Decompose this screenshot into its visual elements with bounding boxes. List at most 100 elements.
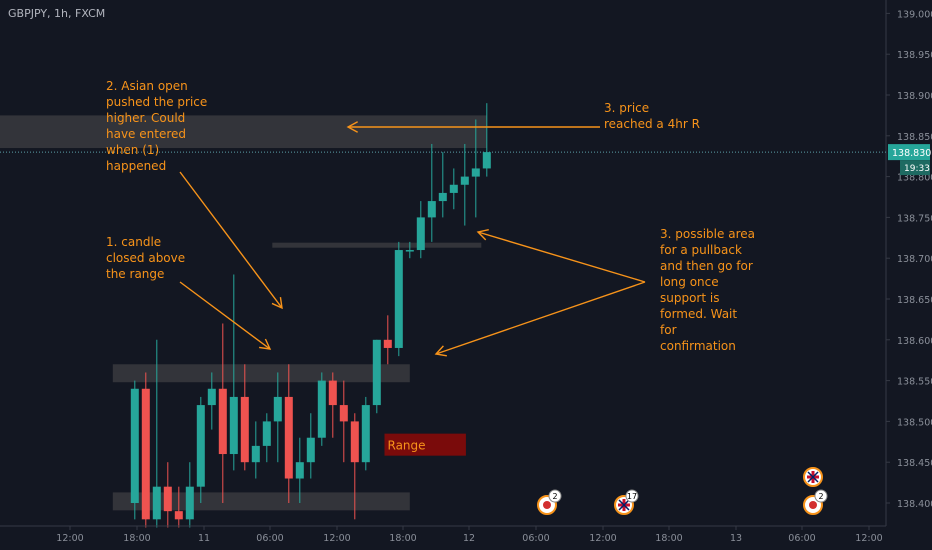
y-tick-label: 138.600 [897, 336, 932, 347]
range-box [384, 433, 466, 456]
note-2-line: higher. Could [106, 111, 185, 125]
x-tick-label: 12:00 [56, 533, 83, 544]
arrow-note-3a-head [346, 121, 358, 133]
arrow-note-1-head [259, 338, 272, 350]
annotation-arrows [179, 121, 646, 357]
note-1-line: the range [106, 267, 164, 281]
y-tick-label: 138.500 [897, 417, 932, 428]
y-tick-label: 138.900 [897, 91, 932, 102]
red-dot [809, 501, 817, 509]
candle-body [141, 388, 150, 520]
candle-body [207, 388, 216, 406]
note-3b-line: long once [660, 275, 719, 289]
range-label: Range [388, 439, 426, 453]
note-2-line: have entered [106, 127, 186, 141]
note-3b-line: confirmation [660, 339, 736, 353]
x-tick-label: 12:00 [855, 533, 882, 544]
event-badge-count: 2 [818, 492, 823, 501]
event-badge [625, 489, 639, 503]
y-tick-label: 138.950 [897, 50, 932, 61]
x-axis: 12:00 18:00 11 06:00 12:00 18:00 12 06:00 12:00 1… [0, 525, 886, 544]
zone-4hr-resistance [0, 115, 487, 149]
last-price-badge [888, 144, 930, 161]
y-tick-label: 138.700 [897, 254, 932, 265]
candle-body [339, 405, 348, 422]
candle-layer [130, 103, 491, 528]
arrow-note-2-head [271, 297, 283, 310]
note-3b-line: support is [660, 291, 719, 305]
y-tick-label: 138.750 [897, 213, 932, 224]
candle-body [262, 421, 271, 446]
note-3b-line: for [660, 323, 677, 337]
y-tick-label: 138.450 [897, 458, 932, 469]
x-tick-label: 12:00 [323, 533, 350, 544]
candle-body [273, 396, 282, 422]
x-tick-label: 11 [198, 533, 210, 544]
note-2-line: when (1) [106, 143, 159, 157]
note-2-line: pushed the price [106, 95, 207, 109]
candle-body [306, 437, 315, 463]
x-tick-label: 12 [463, 533, 475, 544]
candle-body [328, 380, 337, 406]
candle-body [383, 339, 392, 348]
candle-body [394, 250, 403, 348]
candle-body [185, 486, 194, 520]
last-price-label: 138.830 [892, 148, 931, 159]
candle-body [372, 339, 381, 406]
candle-body [174, 511, 183, 520]
red-dot [543, 501, 551, 509]
y-tick-label: 139.000 [897, 9, 932, 20]
candle-body [460, 176, 469, 185]
note-2-line: 2. Asian open [106, 79, 188, 93]
candle-body [251, 445, 260, 463]
x-tick-label: 06:00 [788, 533, 815, 544]
note-3a-line: 3. price [604, 101, 649, 115]
candle-body [163, 486, 172, 512]
countdown-label: 19:33 [904, 164, 930, 174]
event-badge [548, 489, 562, 503]
candle-body [196, 405, 205, 487]
event-badge-count: 17 [627, 492, 637, 501]
x-tick-label: 18:00 [389, 533, 416, 544]
x-tick-label: 18:00 [123, 533, 150, 544]
note-3b-line: and then go for [660, 259, 753, 273]
note-1-line: closed above [106, 251, 185, 265]
x-tick-label: 13 [730, 533, 742, 544]
arrow-note-3b-lower-head [434, 345, 447, 357]
candle-body [317, 380, 326, 438]
annotation-texts: Range 1. candle closed above the range 2. As… [106, 79, 755, 456]
candle-body [416, 217, 425, 251]
countdown-badge [900, 160, 930, 176]
note-3b-line: formed. Wait [660, 307, 737, 321]
event-markers[interactable]: 2 17 2 [537, 467, 828, 515]
note-2-line: happened [106, 159, 166, 173]
y-tick-label: 138.400 [897, 499, 932, 510]
arrow-note-2 [179, 171, 283, 309]
candle-body [295, 462, 304, 479]
y-tick-label: 138.800 [897, 173, 932, 184]
arrow-note-3b-upper-head [476, 229, 489, 241]
candle-body [152, 486, 161, 520]
x-tick-label: 06:00 [256, 533, 283, 544]
arrow-note-1 [179, 281, 271, 350]
zone-range-top [112, 364, 410, 383]
x-tick-label: 06:00 [522, 533, 549, 544]
candle-body [405, 250, 414, 252]
event-badge [814, 489, 828, 503]
candle-body [240, 396, 249, 463]
candle-body [482, 152, 491, 169]
uk-flag-diag [807, 471, 819, 483]
candle-body [471, 168, 480, 177]
y-tick-label: 138.850 [897, 132, 932, 143]
uk-flag-diag [618, 499, 630, 511]
note-3b-line: for a pullback [660, 243, 742, 257]
candle-body [218, 388, 227, 455]
x-tick-label: 18:00 [655, 533, 682, 544]
y-tick-label: 138.650 [897, 295, 932, 306]
y-axis: 138.400 138.450 138.500 138.550 138.600 138.6… [0, 0, 932, 526]
candle-body [130, 388, 139, 503]
event-badge-count: 2 [552, 492, 557, 501]
candle-body [229, 396, 238, 455]
symbol-title: GBPJPY, 1h, FXCM [8, 7, 105, 20]
